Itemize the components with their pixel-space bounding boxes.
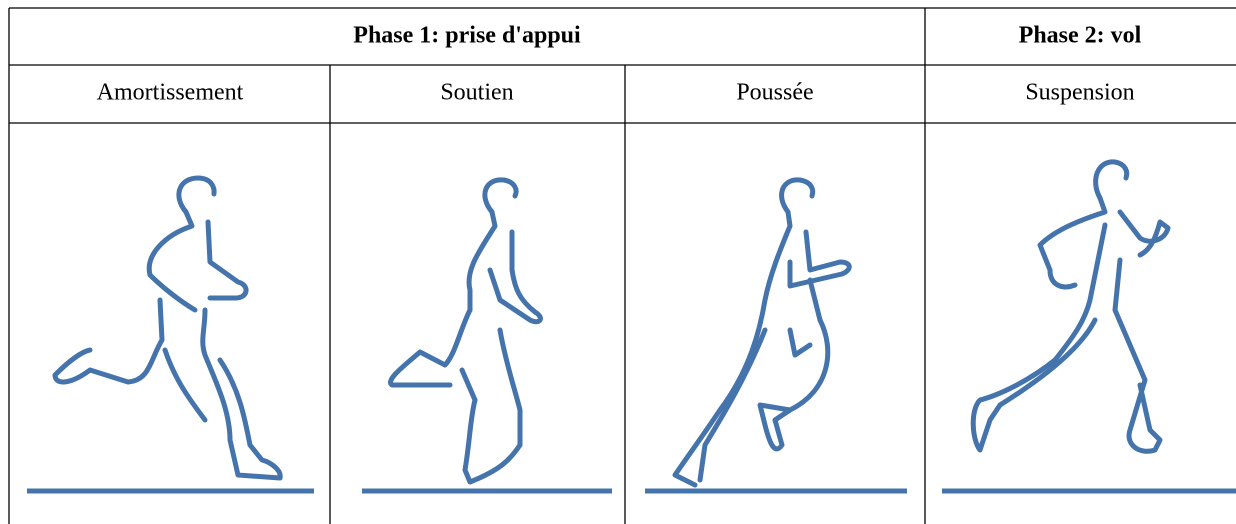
subphase-label: Soutien <box>440 80 513 106</box>
table-borders <box>8 7 1236 524</box>
runner-figure <box>942 159 1236 494</box>
phase-1-header: Phase 1: prise d'appui <box>353 23 581 49</box>
runner-figure <box>27 175 314 494</box>
runner-figure <box>645 177 907 494</box>
subphase-label: Amortissement <box>97 80 244 106</box>
subphase-label: Suspension <box>1025 80 1134 106</box>
phase-2-header: Phase 2: vol <box>1019 23 1142 49</box>
runner-figure <box>362 177 612 494</box>
subphase-label: Poussée <box>736 80 813 106</box>
